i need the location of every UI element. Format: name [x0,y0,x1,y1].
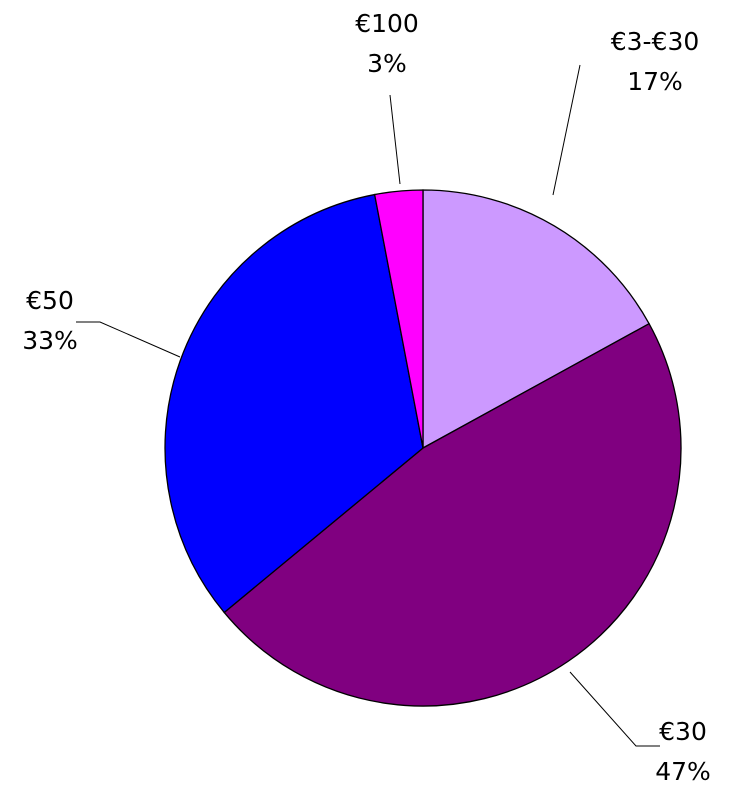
slice-label: €3-€30 [611,27,700,56]
pie-slice [422,189,650,450]
slice-value-label: 33% [22,326,78,355]
leader-line [552,64,581,196]
pie-slice [373,189,424,449]
pie-slice [164,193,424,614]
slice-value-label: 47% [655,757,711,786]
slice-label: €100 [355,9,419,38]
slice-value-label: 3% [367,49,407,78]
leader-line [76,321,181,358]
slice-label: €50 [26,286,74,315]
slice-value-label: 17% [627,67,683,96]
slice-label: €30 [659,717,707,746]
leader-line [569,671,660,747]
leader-line [389,94,401,185]
pie-slice [223,322,682,707]
